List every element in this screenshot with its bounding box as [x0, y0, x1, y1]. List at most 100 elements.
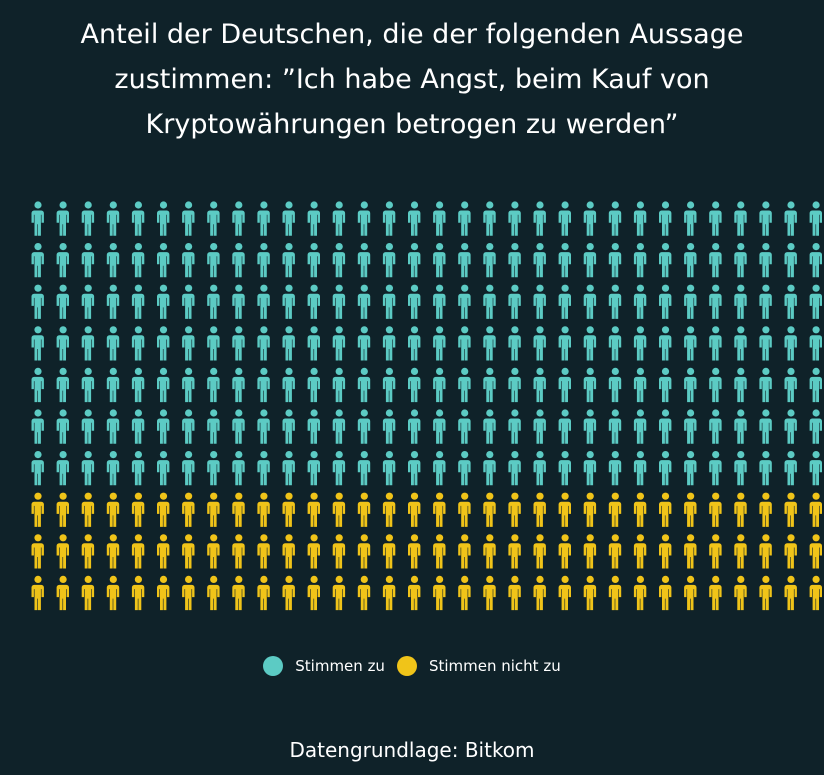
- person-icon-agree: [709, 451, 722, 486]
- person-icon-agree: [533, 326, 546, 361]
- person-icon-agree: [307, 284, 320, 319]
- person-icon-agree: [207, 367, 220, 403]
- person-icon-agree: [659, 326, 672, 361]
- person-icon-disagree: [734, 492, 747, 527]
- person-icon-agree: [458, 367, 471, 403]
- person-icon-agree: [709, 284, 722, 319]
- person-icon-disagree: [433, 575, 446, 611]
- person-icon-disagree: [784, 534, 797, 569]
- person-icon-agree: [31, 367, 44, 403]
- person-icon-agree: [433, 201, 446, 236]
- person-icon-agree: [684, 326, 697, 361]
- person-icon-disagree: [608, 492, 622, 527]
- person-icon-disagree: [784, 575, 797, 611]
- person-icon-agree: [232, 367, 245, 403]
- person-icon-agree: [357, 243, 371, 278]
- person-icon-agree: [558, 409, 571, 444]
- person-icon-agree: [31, 451, 44, 486]
- person-icon-agree: [633, 243, 647, 278]
- person-icon-agree: [282, 284, 295, 319]
- person-icon-agree: [734, 451, 747, 486]
- person-icon-agree: [182, 201, 195, 236]
- person-icon-agree: [709, 367, 722, 403]
- person-icon-agree: [608, 201, 622, 236]
- person-icon-agree: [784, 201, 797, 236]
- person-icon-agree: [332, 243, 346, 278]
- person-icon-agree: [56, 284, 69, 319]
- person-icon-disagree: [483, 534, 496, 569]
- person-icon-agree: [157, 243, 170, 278]
- person-icon-agree: [81, 451, 95, 486]
- person-icon-disagree: [31, 492, 44, 527]
- person-icon-agree: [583, 451, 597, 486]
- person-icon-agree: [56, 201, 69, 236]
- person-icon-agree: [759, 367, 772, 403]
- person-icon-disagree: [157, 534, 170, 569]
- person-icon-disagree: [709, 575, 722, 611]
- person-icon-agree: [106, 201, 120, 236]
- person-icon-disagree: [533, 575, 546, 611]
- person-icon-agree: [207, 243, 220, 278]
- person-icon-disagree: [207, 575, 220, 611]
- person-icon-agree: [809, 243, 822, 278]
- person-icon-agree: [382, 326, 396, 361]
- person-icon-disagree: [408, 575, 421, 611]
- person-icon-agree: [759, 451, 772, 486]
- person-icon-disagree: [307, 492, 320, 527]
- person-icon-disagree: [207, 492, 220, 527]
- person-icon-agree: [583, 201, 597, 236]
- person-icon-agree: [131, 326, 145, 361]
- person-icon-agree: [31, 201, 44, 236]
- person-icon-disagree: [734, 575, 747, 611]
- person-icon-disagree: [257, 534, 270, 569]
- person-icon-agree: [182, 367, 195, 403]
- person-icon-agree: [81, 409, 95, 444]
- person-icon-agree: [633, 409, 647, 444]
- person-icon-agree: [583, 367, 597, 403]
- person-icon-disagree: [458, 492, 471, 527]
- person-icon-disagree: [684, 492, 697, 527]
- person-icon-agree: [709, 201, 722, 236]
- person-icon-agree: [81, 201, 95, 236]
- person-icon-agree: [282, 451, 295, 486]
- person-icon-agree: [508, 367, 521, 403]
- person-icon-agree: [784, 451, 797, 486]
- person-icon-agree: [81, 326, 95, 361]
- person-icon-agree: [56, 326, 69, 361]
- person-icon-agree: [31, 409, 44, 444]
- person-icon-disagree: [307, 575, 320, 611]
- person-icon-agree: [433, 367, 446, 403]
- person-icon-agree: [257, 284, 270, 319]
- person-icon-agree: [734, 367, 747, 403]
- person-icon-agree: [307, 367, 320, 403]
- person-icon-disagree: [633, 534, 647, 569]
- legend-item-agree: Stimmen zu: [263, 656, 385, 676]
- person-icon-disagree: [131, 575, 145, 611]
- person-icon-agree: [458, 201, 471, 236]
- person-icon-disagree: [759, 492, 772, 527]
- person-icon-disagree: [282, 575, 295, 611]
- person-icon-agree: [56, 367, 69, 403]
- person-icon-agree: [131, 284, 145, 319]
- person-icon-agree: [508, 451, 521, 486]
- person-icon-disagree: [684, 575, 697, 611]
- person-icon-disagree: [131, 492, 145, 527]
- person-icon-disagree: [31, 575, 44, 611]
- person-icon-agree: [759, 243, 772, 278]
- person-icon-agree: [809, 409, 822, 444]
- person-icon-disagree: [809, 534, 822, 569]
- person-icon-disagree: [608, 534, 622, 569]
- person-icon-agree: [182, 326, 195, 361]
- person-icon-disagree: [809, 575, 822, 611]
- person-icon-agree: [433, 451, 446, 486]
- person-icon-agree: [784, 243, 797, 278]
- person-icon-disagree: [583, 534, 597, 569]
- person-icon-agree: [408, 409, 421, 444]
- person-icon-disagree: [633, 575, 647, 611]
- person-icon-disagree: [709, 534, 722, 569]
- person-icon-agree: [282, 243, 295, 278]
- person-icon-agree: [608, 409, 622, 444]
- person-icon-disagree: [282, 534, 295, 569]
- person-icon-agree: [182, 284, 195, 319]
- person-icon-agree: [633, 326, 647, 361]
